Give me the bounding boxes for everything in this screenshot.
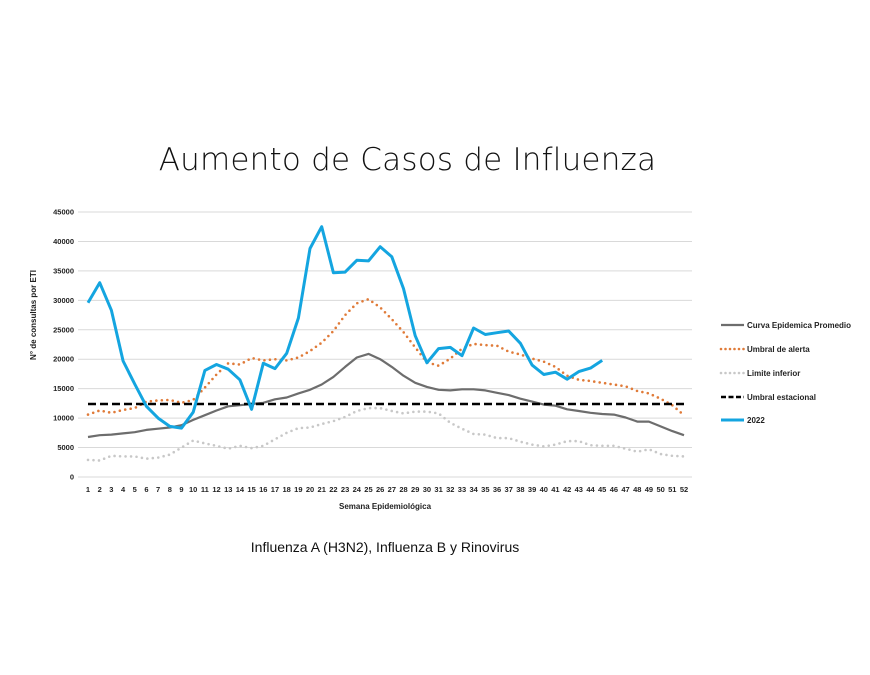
x-tick-label: 42 <box>563 485 571 494</box>
x-tick-label: 21 <box>318 485 326 494</box>
x-tick-label: 12 <box>212 485 220 494</box>
slide-title: Aumento de Casos de Influenza <box>158 142 657 178</box>
x-tick-label: 44 <box>586 485 595 494</box>
x-tick-label: 32 <box>446 485 454 494</box>
x-tick-label: 24 <box>353 485 362 494</box>
gridlines <box>78 211 692 478</box>
legend-item: Limite inferior <box>719 369 800 378</box>
x-tick-label: 41 <box>551 485 559 494</box>
x-tick-label: 16 <box>259 485 267 494</box>
x-tick-label: 51 <box>668 485 676 494</box>
x-tick-label: 26 <box>376 485 384 494</box>
y-tick-label: 15000 <box>53 384 74 393</box>
x-tick-label: 2 <box>98 485 102 494</box>
x-tick-labels: 1 2 3 4 5 6 7 8 9 10 11 12 13 14 15 16 17 18 19 20 21 22 23 24 2… <box>86 485 688 494</box>
x-tick-label: 11 <box>201 485 209 494</box>
x-tick-label: 17 <box>271 485 279 494</box>
x-tick-label: 15 <box>247 485 255 494</box>
y-tick-label: 20000 <box>53 355 74 364</box>
slide-subtitle: Influenza A (H3N2), Influenza B y Rinovi… <box>250 539 520 555</box>
x-tick-label: 13 <box>224 485 232 494</box>
legend-item: Umbral estacional <box>721 393 816 402</box>
x-tick-label: 36 <box>493 485 501 494</box>
x-tick-label: 46 <box>610 485 618 494</box>
series-line-2 <box>86 406 686 462</box>
x-tick-label: 28 <box>399 485 407 494</box>
x-tick-label: 8 <box>168 485 172 494</box>
legend-label: 2022 <box>747 416 765 425</box>
y-tick-labels: 0 5000 10000 15000 20000 25000 30000 35000 40000… <box>53 208 74 482</box>
x-tick-label: 27 <box>388 485 396 494</box>
x-tick-label: 40 <box>540 485 548 494</box>
x-tick-label: 29 <box>411 485 419 494</box>
x-tick-label: 50 <box>656 485 664 494</box>
x-tick-label: 23 <box>341 485 349 494</box>
x-tick-label: 33 <box>458 485 466 494</box>
legend-label: Limite inferior <box>747 369 800 378</box>
series-lines <box>86 225 686 462</box>
x-tick-label: 1 <box>86 485 90 494</box>
x-tick-label: 52 <box>680 485 688 494</box>
x-tick-label: 34 <box>469 485 478 494</box>
legend-label: Curva Epidemica Promedio <box>747 321 851 330</box>
x-tick-label: 49 <box>645 485 653 494</box>
x-tick-label: 14 <box>236 485 245 494</box>
y-tick-label: 40000 <box>53 237 74 246</box>
x-tick-label: 5 <box>133 485 137 494</box>
legend-item: Umbral de alerta <box>719 345 810 354</box>
x-tick-label: 19 <box>294 485 302 494</box>
x-tick-label: 10 <box>189 485 197 494</box>
x-tick-label: 7 <box>156 485 160 494</box>
x-tick-label: 3 <box>109 485 113 494</box>
x-axis-label: Semana Epidemiológica <box>339 502 432 511</box>
x-tick-label: 18 <box>282 485 290 494</box>
series-line-4 <box>86 225 604 430</box>
legend-label: Umbral estacional <box>747 393 816 402</box>
y-tick-label: 45000 <box>53 208 74 217</box>
x-tick-label: 30 <box>423 485 431 494</box>
y-tick-label: 0 <box>70 473 74 482</box>
legend-item: 2022 <box>721 416 765 425</box>
y-tick-label: 5000 <box>57 443 74 452</box>
y-axis-label: N° de consultas por ETI <box>29 270 38 360</box>
legend: Curva Epidemica Promedio Umbral de alerta… <box>719 321 851 425</box>
legend-item: Curva Epidemica Promedio <box>721 321 851 330</box>
x-tick-label: 39 <box>528 485 536 494</box>
x-tick-label: 9 <box>179 485 183 494</box>
x-tick-label: 45 <box>598 485 606 494</box>
x-tick-label: 25 <box>364 485 372 494</box>
x-tick-label: 47 <box>621 485 629 494</box>
y-tick-label: 30000 <box>53 296 74 305</box>
series-line-1 <box>86 297 686 417</box>
y-tick-label: 35000 <box>53 266 74 275</box>
x-tick-label: 6 <box>144 485 148 494</box>
x-tick-label: 22 <box>329 485 337 494</box>
x-tick-label: 4 <box>121 485 126 494</box>
x-tick-label: 37 <box>505 485 513 494</box>
y-tick-label: 10000 <box>53 414 74 423</box>
x-tick-label: 43 <box>575 485 583 494</box>
x-tick-label: 38 <box>516 485 524 494</box>
x-tick-label: 48 <box>633 485 641 494</box>
y-tick-label: 25000 <box>53 325 74 334</box>
x-tick-label: 35 <box>481 485 489 494</box>
x-tick-label: 31 <box>434 485 442 494</box>
x-tick-label: 20 <box>306 485 314 494</box>
legend-label: Umbral de alerta <box>747 345 810 354</box>
